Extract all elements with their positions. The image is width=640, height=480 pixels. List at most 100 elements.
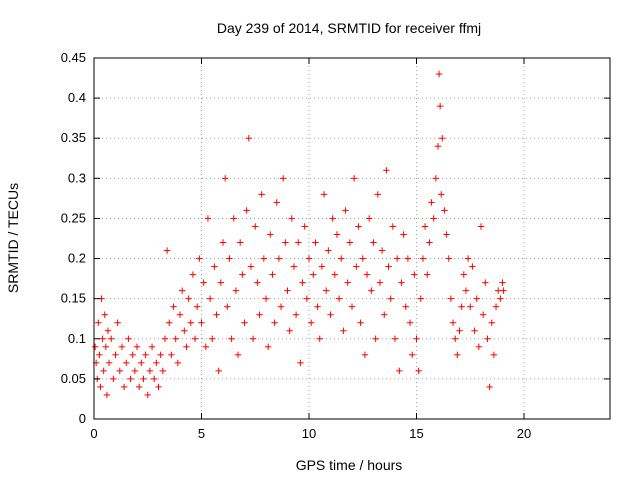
data-point <box>96 351 103 359</box>
data-point <box>258 191 265 198</box>
data-point <box>284 287 291 294</box>
data-point <box>447 295 455 302</box>
data-point <box>436 102 444 110</box>
data-point <box>428 199 435 206</box>
data-point <box>318 263 326 270</box>
data-point <box>159 367 166 375</box>
data-point <box>469 263 476 270</box>
data-point <box>277 303 285 310</box>
plot-frame <box>93 57 611 420</box>
data-point <box>400 231 407 238</box>
data-point <box>378 247 386 254</box>
data-point <box>430 215 437 222</box>
data-point <box>170 303 177 310</box>
data-point <box>196 255 203 262</box>
data-point <box>215 367 222 375</box>
data-point <box>271 319 278 326</box>
data-point <box>452 335 459 342</box>
data-point <box>260 255 268 262</box>
data-point <box>406 319 414 326</box>
data-point <box>299 279 306 286</box>
data-point <box>471 327 478 334</box>
data-point <box>189 271 197 278</box>
data-point <box>155 383 162 391</box>
data-point <box>153 359 160 367</box>
data-point <box>194 303 201 310</box>
data-point <box>411 271 418 278</box>
data-point <box>363 271 371 278</box>
data-point <box>473 295 480 302</box>
data-point <box>385 263 392 270</box>
data-point <box>426 239 433 246</box>
y-tick-label: 0.35 <box>61 130 86 145</box>
data-point <box>357 319 364 326</box>
data-point <box>344 279 351 286</box>
data-point <box>443 231 450 238</box>
data-point <box>187 319 194 326</box>
data-point <box>234 351 242 359</box>
data-point <box>490 351 498 359</box>
data-point <box>303 295 311 302</box>
data-point <box>417 295 424 302</box>
data-point <box>135 383 143 391</box>
data-point <box>100 367 107 375</box>
data-point <box>393 255 401 262</box>
data-point <box>307 319 315 326</box>
data-point <box>125 335 132 342</box>
data-point <box>438 191 445 198</box>
data-point <box>151 375 158 383</box>
data-point <box>497 295 504 302</box>
data-point <box>176 311 184 318</box>
y-tick-label: 0.05 <box>61 371 86 386</box>
grid-lines <box>94 58 610 419</box>
data-point <box>114 319 121 326</box>
data-point <box>325 247 332 254</box>
data-point <box>331 271 338 278</box>
data-point <box>104 327 112 334</box>
data-point <box>97 383 104 391</box>
data-point <box>383 167 390 174</box>
data-point <box>338 255 345 262</box>
data-point <box>292 311 300 318</box>
data-point <box>486 383 493 391</box>
data-point <box>213 311 220 318</box>
data-point <box>127 375 134 383</box>
data-point <box>131 367 139 375</box>
data-point <box>219 239 227 246</box>
data-point <box>146 367 154 375</box>
data-point <box>185 295 192 302</box>
data-point <box>350 175 358 182</box>
data-point <box>449 319 457 326</box>
data-point <box>295 239 302 246</box>
data-point <box>467 303 474 310</box>
data-point <box>454 351 461 359</box>
data-point <box>161 335 169 342</box>
data-point <box>475 343 483 350</box>
data-point <box>316 335 323 342</box>
data-point <box>288 215 295 222</box>
data-point <box>290 263 298 270</box>
data-point <box>456 327 463 334</box>
data-point <box>103 391 111 399</box>
data-point <box>415 367 422 375</box>
y-tick-label: 0.1 <box>68 331 86 346</box>
data-point <box>174 359 182 367</box>
y-axis-label: SRMTID / TECUs <box>5 183 21 293</box>
data-point <box>202 343 209 350</box>
data-point <box>348 303 356 310</box>
data-point <box>144 391 151 399</box>
data-point <box>301 223 308 230</box>
data-point <box>267 231 274 238</box>
data-point <box>359 255 366 262</box>
data-point <box>198 319 205 326</box>
data-point <box>409 351 416 359</box>
data-point <box>435 70 443 78</box>
data-point <box>421 223 429 230</box>
data-point <box>116 367 123 375</box>
data-point <box>232 287 240 294</box>
data-point <box>488 319 495 326</box>
data-point <box>148 343 156 350</box>
data-point <box>323 287 330 294</box>
y-tick-label: 0.25 <box>61 210 86 225</box>
